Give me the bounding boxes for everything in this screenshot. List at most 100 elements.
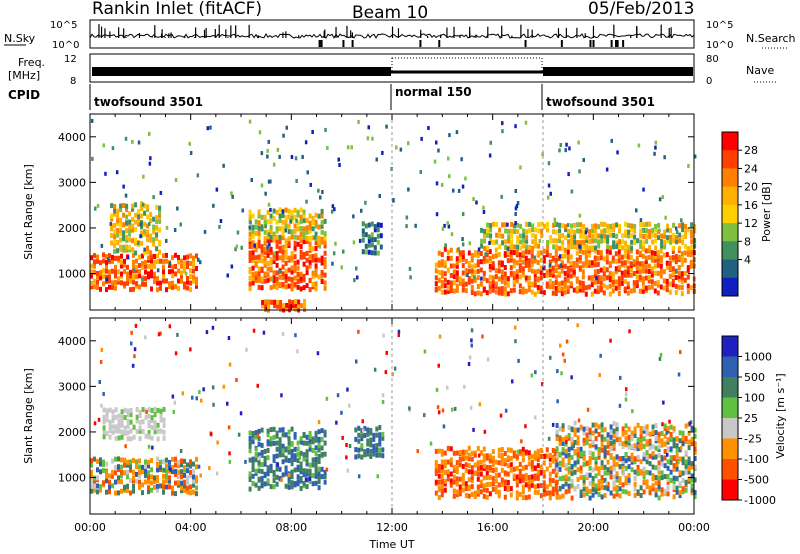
velocity-cell: [126, 430, 130, 436]
velocity-cell: [375, 426, 379, 432]
velocity-cell: [126, 469, 129, 475]
power-cell: [174, 271, 177, 277]
power-cell: [485, 278, 489, 284]
power-cell: [479, 291, 483, 297]
velocity-cell: [555, 462, 559, 468]
power-cell: [611, 271, 615, 277]
velocity-cell: [690, 441, 694, 447]
velocity-cell: [660, 442, 664, 448]
power-cell: [533, 277, 537, 283]
power-scatter: [231, 194, 234, 199]
power-cell: [522, 238, 526, 244]
power-cell: [257, 266, 261, 272]
velocity-scatter: [235, 378, 238, 382]
power-scatter: [264, 191, 267, 196]
power-cell: [120, 259, 123, 265]
velocity-cell: [363, 426, 367, 431]
power-cell: [527, 267, 531, 272]
velocity-cell: [189, 473, 192, 479]
velocity-cell: [570, 471, 574, 477]
power-cell: [563, 284, 567, 290]
velocity-cell: [524, 476, 528, 482]
velocity-cell: [473, 494, 477, 500]
velocity-cell: [654, 423, 658, 429]
power-scatter: [149, 156, 152, 161]
power-cell: [500, 278, 504, 284]
power-cell: [693, 243, 697, 249]
power-cell: [314, 257, 318, 263]
velocity-cell: [192, 468, 195, 474]
power-cell: [269, 285, 273, 291]
power-cell: [308, 254, 312, 260]
power-cell: [690, 229, 694, 235]
velocity-cell: [539, 448, 543, 453]
power-cell: [146, 207, 150, 212]
velocity-cell: [144, 433, 148, 439]
power-cell: [479, 251, 483, 256]
velocity-cell: [558, 436, 562, 442]
velocity-cell: [503, 494, 507, 500]
velocity-cell: [314, 430, 318, 436]
power-cell: [317, 235, 321, 241]
power-cell: [320, 279, 324, 284]
power-cell: [305, 225, 309, 231]
power-scatter: [642, 187, 645, 192]
velocity-cell: [500, 461, 504, 466]
power-cell: [569, 254, 573, 260]
power-cell: [275, 243, 279, 249]
velocity-cell: [687, 456, 691, 462]
velocity-cell: [567, 457, 571, 463]
velocity-cell: [521, 484, 525, 490]
power-cell: [576, 245, 580, 251]
power-cell: [639, 228, 643, 234]
power-cell: [569, 273, 573, 279]
nave-dotted-box: [391, 57, 543, 73]
power-cell: [141, 264, 144, 270]
velocity-cell: [690, 464, 694, 470]
power-cell: [636, 238, 640, 244]
power-cell: [140, 201, 144, 207]
velocity-cell: [186, 475, 189, 481]
velocity-colorbar-swatch: [722, 459, 738, 480]
velocity-cell: [542, 480, 546, 486]
velocity-cell: [323, 474, 327, 480]
power-cell: [134, 212, 138, 218]
power-cell: [579, 228, 583, 234]
velocity-cell: [296, 464, 300, 470]
power-cell: [680, 258, 684, 264]
power-cell: [278, 255, 282, 261]
power-scatter: [240, 245, 243, 250]
power-cell: [158, 249, 162, 255]
cpid-segment-name: normal 150: [395, 85, 472, 99]
velocity-cell: [615, 422, 619, 428]
velocity-cell: [354, 454, 358, 460]
power-cell: [648, 245, 652, 251]
power-cell: [488, 258, 492, 264]
velocity-cell: [564, 474, 568, 480]
velocity-cell: [627, 464, 631, 470]
power-cell: [376, 233, 380, 239]
velocity-cell: [678, 481, 682, 487]
power-cell: [548, 267, 552, 273]
velocity-cell: [111, 409, 115, 415]
power-cell: [578, 280, 582, 286]
power-scatter: [578, 213, 582, 218]
velocity-cell: [455, 492, 459, 498]
power-cell: [314, 272, 318, 278]
power-cell: [686, 251, 690, 257]
velocity-cell: [129, 436, 133, 442]
velocity-cell: [488, 474, 492, 480]
power-cell: [558, 228, 562, 234]
power-cell: [581, 269, 585, 275]
velocity-cell: [275, 453, 279, 459]
velocity-cell: [275, 481, 279, 487]
power-cell: [272, 270, 276, 276]
power-cell: [138, 254, 141, 260]
velocity-cell: [690, 425, 694, 431]
freq-right-tick-top: 80: [706, 54, 719, 65]
power-cell: [93, 269, 96, 275]
power-cell: [165, 287, 168, 293]
velocity-cell: [564, 453, 568, 459]
velocity-cell: [603, 477, 607, 483]
velocity-scatter: [280, 478, 283, 483]
